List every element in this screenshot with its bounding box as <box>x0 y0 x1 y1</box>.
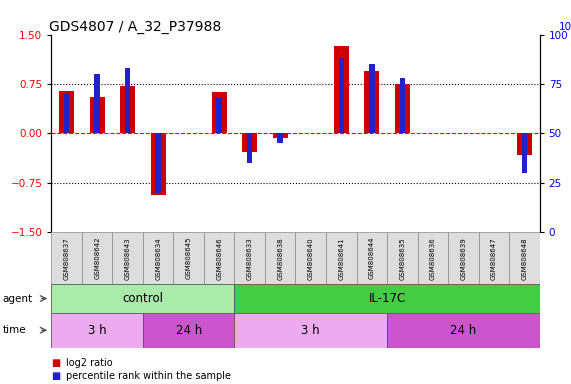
Bar <box>364 71 379 134</box>
FancyBboxPatch shape <box>356 232 387 284</box>
FancyBboxPatch shape <box>387 313 540 348</box>
FancyBboxPatch shape <box>296 232 326 284</box>
FancyBboxPatch shape <box>265 232 296 284</box>
Text: 24 h: 24 h <box>175 324 202 337</box>
Bar <box>125 68 130 134</box>
Text: GSM808634: GSM808634 <box>155 237 161 280</box>
Text: IL-17C: IL-17C <box>368 292 405 305</box>
FancyBboxPatch shape <box>417 232 448 284</box>
Text: 3 h: 3 h <box>88 324 106 337</box>
Text: agent: agent <box>3 293 33 304</box>
Bar <box>120 86 135 134</box>
Text: GSM808648: GSM808648 <box>521 237 528 280</box>
Bar <box>151 134 166 195</box>
FancyBboxPatch shape <box>326 232 356 284</box>
Text: time: time <box>3 325 26 335</box>
Text: GSM808636: GSM808636 <box>430 237 436 280</box>
FancyBboxPatch shape <box>478 232 509 284</box>
Bar <box>517 134 532 155</box>
Text: GSM808639: GSM808639 <box>460 237 467 280</box>
FancyBboxPatch shape <box>448 232 478 284</box>
Bar <box>247 134 252 163</box>
Text: GSM808633: GSM808633 <box>247 237 253 280</box>
FancyBboxPatch shape <box>174 232 204 284</box>
Text: GSM808638: GSM808638 <box>278 237 283 280</box>
Bar <box>369 64 375 134</box>
Text: GSM808646: GSM808646 <box>216 237 222 280</box>
Text: GSM808635: GSM808635 <box>399 237 405 280</box>
Text: GDS4807 / A_32_P37988: GDS4807 / A_32_P37988 <box>49 20 221 33</box>
Bar <box>339 58 344 134</box>
FancyBboxPatch shape <box>51 313 143 348</box>
Text: GSM808640: GSM808640 <box>308 237 313 280</box>
Text: GSM808643: GSM808643 <box>124 237 131 280</box>
Text: ■: ■ <box>51 371 61 381</box>
Bar <box>64 94 70 134</box>
Bar <box>333 46 349 134</box>
Bar <box>400 78 405 134</box>
FancyBboxPatch shape <box>51 232 82 284</box>
FancyBboxPatch shape <box>235 284 540 313</box>
Text: GSM808644: GSM808644 <box>369 237 375 280</box>
Text: 24 h: 24 h <box>450 324 476 337</box>
Text: 3 h: 3 h <box>301 324 320 337</box>
Bar <box>59 91 74 134</box>
FancyBboxPatch shape <box>82 232 112 284</box>
Text: log2 ratio: log2 ratio <box>66 358 112 368</box>
Bar <box>242 134 258 152</box>
FancyBboxPatch shape <box>51 284 235 313</box>
Text: GSM808641: GSM808641 <box>338 237 344 280</box>
Text: control: control <box>122 292 163 305</box>
Bar <box>278 134 283 143</box>
Bar <box>94 74 100 134</box>
Y-axis label: 100%: 100% <box>559 22 571 31</box>
FancyBboxPatch shape <box>143 232 174 284</box>
FancyBboxPatch shape <box>143 313 235 348</box>
FancyBboxPatch shape <box>235 232 265 284</box>
FancyBboxPatch shape <box>112 232 143 284</box>
FancyBboxPatch shape <box>509 232 540 284</box>
Bar <box>212 92 227 134</box>
Text: ■: ■ <box>51 358 61 368</box>
Text: percentile rank within the sample: percentile rank within the sample <box>66 371 231 381</box>
FancyBboxPatch shape <box>387 232 417 284</box>
Bar <box>521 134 527 173</box>
FancyBboxPatch shape <box>235 313 387 348</box>
Bar <box>90 97 105 134</box>
Bar <box>395 84 410 134</box>
FancyBboxPatch shape <box>204 232 235 284</box>
Bar <box>216 98 222 134</box>
Text: GSM808647: GSM808647 <box>491 237 497 280</box>
Text: GSM808637: GSM808637 <box>63 237 70 280</box>
Bar <box>155 134 161 193</box>
Bar <box>272 134 288 138</box>
Text: GSM808645: GSM808645 <box>186 237 192 280</box>
Text: GSM808642: GSM808642 <box>94 237 100 280</box>
